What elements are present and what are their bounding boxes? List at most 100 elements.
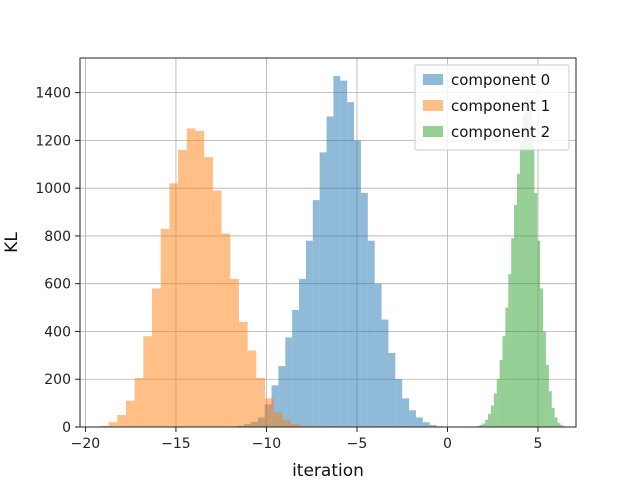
plot-frame: [79, 57, 577, 428]
histogram-bar: [528, 109, 532, 427]
histogram-bar: [560, 425, 564, 427]
histogram-bar: [178, 149, 187, 427]
histogram-bar: [554, 417, 558, 427]
histogram-bar: [522, 114, 526, 427]
x-axis: −20 −15 −10 −5 0 5: [71, 427, 543, 452]
histogram-bar: [525, 97, 529, 427]
histogram-bar: [291, 424, 300, 427]
legend: component 0 component 1 component 2: [414, 64, 570, 151]
histogram-bar: [134, 378, 144, 427]
histogram-bar: [99, 425, 109, 427]
histogram-bar: [305, 240, 313, 427]
series-1: [99, 128, 309, 428]
histogram-bar: [415, 417, 423, 427]
histogram-bar: [493, 393, 497, 427]
histogram-bar: [519, 140, 523, 427]
y-tick-label: 800: [44, 229, 71, 245]
histogram-bar: [160, 228, 170, 427]
histogram-bar: [548, 391, 552, 427]
histogram-bar: [354, 140, 361, 427]
y-tick-label: 200: [44, 372, 71, 388]
legend-swatch: [423, 74, 443, 85]
histogram-bar: [319, 152, 327, 427]
histogram-bar: [482, 423, 486, 427]
histogram-bar: [326, 116, 334, 428]
histogram-bar: [511, 238, 515, 427]
histogram-bar: [516, 173, 520, 427]
histogram-bar: [545, 364, 549, 427]
histogram-bar: [340, 80, 348, 427]
histogram-bar: [333, 75, 341, 427]
histogram-bar: [499, 360, 503, 427]
histogram-bar: [479, 425, 483, 427]
legend-box: [414, 64, 570, 151]
histogram-bar: [143, 336, 153, 427]
legend-label: component 1: [451, 97, 550, 115]
histogram-bar: [169, 183, 179, 427]
histogram-bar: [402, 398, 410, 427]
histogram-bar: [247, 350, 257, 427]
histogram-bar: [125, 400, 135, 427]
y-tick-label: 1200: [35, 133, 71, 149]
histogram-bar: [429, 425, 437, 427]
histogram-bar: [505, 307, 509, 427]
y-tick-label: 400: [44, 324, 71, 340]
legend-swatch: [423, 100, 443, 111]
histogram-bar: [543, 331, 546, 427]
histogram-bar: [508, 274, 512, 427]
x-axis-label: iteration: [292, 461, 364, 480]
histogram-bar: [490, 405, 494, 427]
x-tick-label: −15: [161, 436, 191, 452]
histogram-bar: [278, 366, 286, 427]
histogram-bar: [152, 288, 161, 427]
histogram-bar: [186, 128, 196, 428]
histogram-bar: [312, 200, 320, 427]
histogram-bar: [409, 410, 416, 427]
legend-label: component 0: [451, 71, 550, 89]
x-tick-label: −5: [347, 436, 368, 452]
histogram-bar: [282, 419, 292, 427]
histogram-bar: [531, 145, 535, 428]
series-0: [230, 75, 444, 428]
y-axis-label: KL: [2, 232, 22, 253]
histogram-bar: [299, 425, 309, 427]
legend-swatch: [423, 126, 443, 137]
y-tick-label: 600: [44, 277, 71, 293]
histogram-bar: [557, 422, 561, 427]
histogram-bar: [534, 192, 538, 427]
x-tick-label: −10: [252, 436, 282, 452]
x-tick-label: 0: [443, 436, 452, 452]
histogram-bar: [488, 413, 491, 427]
series-2: [476, 97, 567, 428]
histogram-bar: [221, 233, 231, 427]
histogram-bar: [374, 283, 382, 427]
histogram-bar: [230, 278, 239, 427]
histogram-bar: [496, 379, 500, 427]
histogram-bar: [273, 412, 283, 427]
histogram-bar: [395, 379, 403, 427]
x-tick-label: 5: [534, 436, 543, 452]
histogram-bar: [117, 415, 126, 427]
histogram-bar: [502, 336, 506, 427]
histogram-bar: [108, 422, 118, 427]
histogram-bar: [285, 337, 293, 427]
histogram-bar: [265, 398, 274, 427]
histogram-bar: [422, 422, 430, 427]
histogram-bar: [381, 319, 389, 427]
x-tick-label: −20: [71, 436, 101, 452]
histogram-bar: [292, 309, 300, 427]
histogram-bar: [299, 278, 306, 427]
histogram-bar: [204, 157, 213, 427]
histogram-bar: [360, 192, 368, 427]
histogram-bar: [388, 352, 396, 427]
y-tick-label: 0: [62, 420, 71, 436]
histogram-bar: [271, 385, 279, 427]
histogram-bar: [367, 240, 375, 427]
histogram-bar: [540, 288, 544, 427]
histogram-bars: [99, 75, 567, 428]
legend-item: component 0: [423, 71, 550, 89]
histogram-bar: [347, 102, 355, 428]
histogram-bar: [238, 321, 248, 427]
histogram-bar: [537, 240, 541, 427]
